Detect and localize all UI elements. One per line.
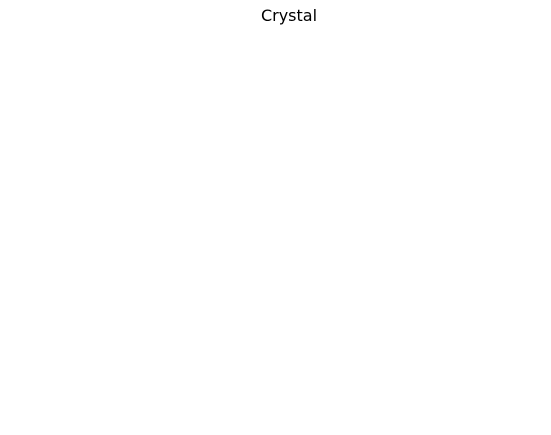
chart-title: Crystal [260, 6, 318, 25]
